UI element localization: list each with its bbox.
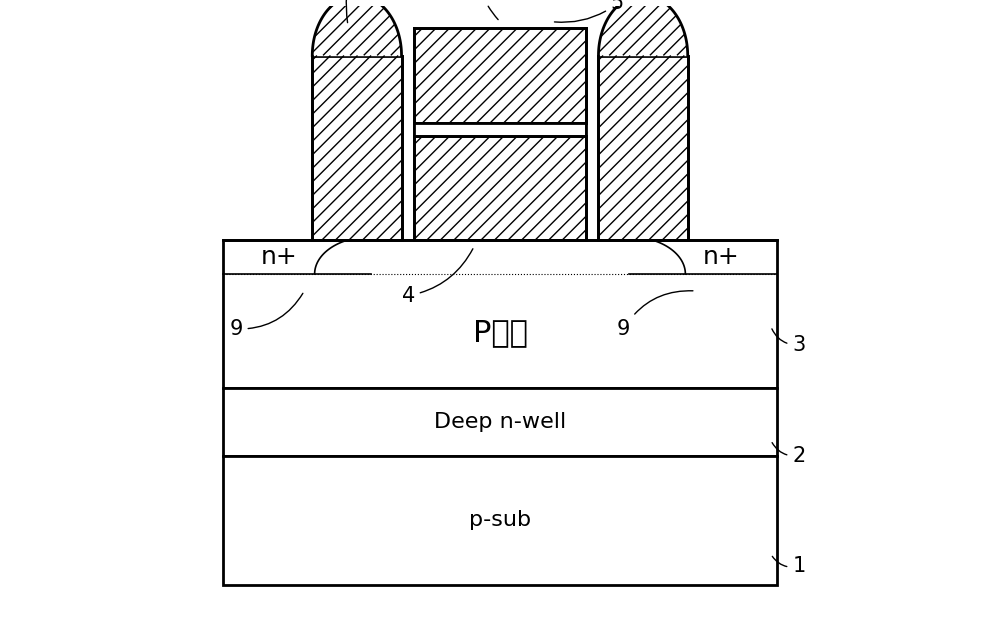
Bar — [414, 28, 586, 123]
Text: 8: 8 — [0, 627, 1, 628]
Bar — [312, 55, 402, 240]
Bar — [414, 123, 586, 136]
Text: p-sub: p-sub — [469, 510, 531, 530]
Text: 6: 6 — [346, 0, 364, 23]
Polygon shape — [598, 0, 688, 55]
Text: 4: 4 — [402, 249, 473, 306]
Text: 2: 2 — [772, 443, 806, 466]
Text: 7: 7 — [474, 0, 498, 19]
Text: Deep n-well: Deep n-well — [434, 412, 566, 431]
Text: 8: 8 — [0, 627, 1, 628]
Text: P衬底: P衬底 — [473, 318, 527, 347]
Polygon shape — [312, 0, 402, 55]
Bar — [414, 136, 586, 240]
Text: 1: 1 — [772, 556, 806, 577]
Text: 9: 9 — [229, 293, 303, 339]
Bar — [598, 55, 688, 240]
Text: n+: n+ — [702, 245, 739, 269]
Text: n+: n+ — [261, 245, 298, 269]
Text: 9: 9 — [617, 291, 693, 339]
Text: 5: 5 — [554, 0, 624, 22]
Bar — [223, 240, 777, 388]
Bar — [223, 388, 777, 455]
Bar — [223, 455, 777, 585]
Text: 3: 3 — [772, 329, 806, 355]
